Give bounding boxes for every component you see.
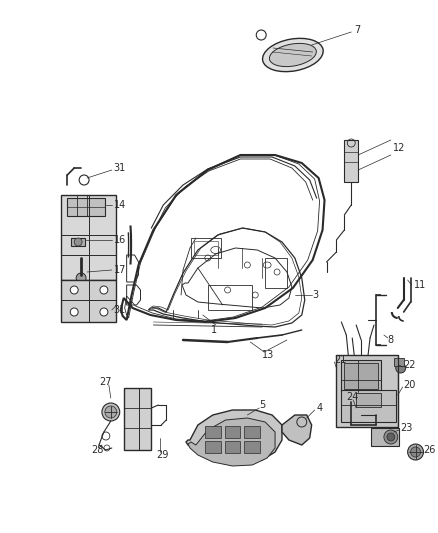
Bar	[71, 238, 85, 246]
Bar	[344, 140, 358, 182]
Text: 1: 1	[211, 325, 217, 335]
Bar	[61, 195, 116, 280]
Bar	[124, 388, 152, 450]
Text: 17: 17	[114, 265, 126, 275]
Circle shape	[387, 433, 395, 441]
Text: 14: 14	[114, 200, 126, 210]
Text: 24: 24	[346, 392, 359, 402]
Bar	[205, 426, 221, 438]
Circle shape	[102, 403, 120, 421]
Text: 22: 22	[404, 360, 416, 370]
Bar	[394, 358, 404, 366]
Bar	[341, 360, 381, 392]
Bar	[356, 393, 381, 407]
Text: 27: 27	[99, 377, 111, 387]
Text: 29: 29	[156, 450, 169, 460]
Circle shape	[396, 363, 406, 373]
Bar	[344, 363, 378, 389]
Bar	[244, 441, 260, 453]
Bar	[205, 441, 221, 453]
Polygon shape	[282, 415, 312, 445]
Bar	[191, 238, 221, 258]
Bar	[67, 198, 105, 216]
Circle shape	[384, 430, 398, 444]
Bar	[225, 441, 240, 453]
Polygon shape	[188, 418, 275, 466]
Polygon shape	[186, 410, 282, 463]
Circle shape	[408, 444, 424, 460]
Ellipse shape	[262, 38, 323, 71]
Text: 23: 23	[401, 423, 413, 433]
Text: 26: 26	[424, 445, 436, 455]
Text: 4: 4	[317, 403, 323, 413]
Text: 21: 21	[335, 355, 347, 365]
Text: 12: 12	[393, 143, 405, 153]
Circle shape	[410, 447, 420, 457]
Bar	[208, 285, 252, 310]
Bar	[244, 426, 260, 438]
Text: 16: 16	[114, 235, 126, 245]
Text: 31: 31	[114, 163, 126, 173]
Bar	[194, 241, 218, 255]
Text: 11: 11	[413, 280, 426, 290]
Circle shape	[74, 238, 82, 246]
Text: 28: 28	[91, 445, 103, 455]
Bar	[341, 390, 396, 422]
Circle shape	[105, 406, 117, 418]
Text: 31: 31	[114, 305, 126, 315]
Circle shape	[70, 308, 78, 316]
Text: 13: 13	[262, 350, 275, 360]
Circle shape	[76, 273, 86, 283]
Bar	[371, 428, 399, 446]
Ellipse shape	[269, 43, 316, 67]
Text: 20: 20	[404, 380, 416, 390]
Circle shape	[100, 308, 108, 316]
Circle shape	[70, 286, 78, 294]
Bar	[336, 355, 398, 427]
Bar	[225, 426, 240, 438]
Text: 5: 5	[259, 400, 265, 410]
Bar	[61, 280, 116, 322]
Text: 8: 8	[388, 335, 394, 345]
Text: 3: 3	[313, 290, 319, 300]
Bar	[265, 258, 287, 288]
Text: 7: 7	[354, 25, 360, 35]
Circle shape	[100, 286, 108, 294]
